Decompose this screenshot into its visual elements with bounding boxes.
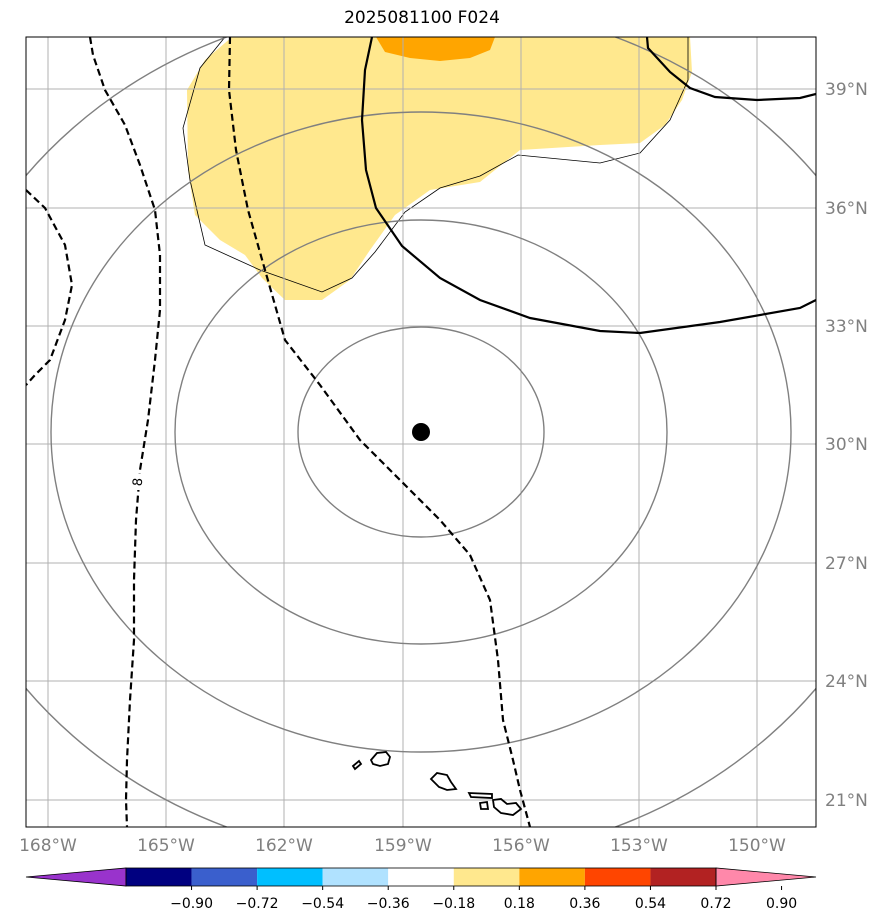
colorbar-segment [388,868,454,886]
lon-label: 165°W [137,836,195,856]
colorbar-tick-label: 0.72 [700,896,731,912]
solid-contour-2 [645,37,816,102]
colorbar-segment [453,868,520,886]
colorbar [25,867,817,887]
solid-contour-1 [360,37,816,335]
lat-labels: 39°N 36°N 33°N 30°N 27°N 24°N 21°N [825,80,868,811]
range-rings [26,37,816,827]
lon-labels: 168°W 165°W 162°W 159°W 156°W 153°W 150°… [19,836,786,856]
island-kauai [369,751,391,767]
shaded-region-strong [376,37,495,61]
dashed-contours [26,37,532,827]
colorbar-tick-label: −0.18 [432,896,475,912]
colorbar-tick-label: −0.72 [236,896,279,912]
colorbar-segment [322,868,389,886]
range-ring-2 [174,219,668,645]
lat-label: 36°N [825,199,868,219]
island-maui [491,798,523,816]
contour-label: 8 [131,477,147,487]
colorbar-tick-label: 0.90 [766,896,797,912]
range-ring-1 [297,326,545,538]
colorbar-tick-label: −0.36 [367,896,410,912]
island-lanai [478,800,490,810]
colorbar-segment [519,868,585,886]
colorbar-segment [257,868,323,886]
center-marker [412,423,430,441]
colorbar-frame [125,867,717,887]
lon-label: 162°W [255,836,313,856]
lat-label: 24°N [825,672,868,692]
shaded-outline [182,37,689,293]
lon-label: 159°W [374,836,432,856]
colorbar-segment [191,868,258,886]
plot-frame [25,36,817,828]
lon-label: 168°W [19,836,77,856]
shaded-region [187,37,692,300]
island-oahu [429,772,458,791]
lon-label: 156°W [492,836,550,856]
dashed-contour-1 [88,37,162,827]
lat-label: 27°N [825,554,868,574]
colorbar-tick-label: −0.54 [301,896,344,912]
colorbar-tick-label: 0.54 [635,896,666,912]
colorbar-segment [650,868,716,886]
lat-label: 30°N [825,435,868,455]
colorbar-segment [126,868,192,886]
dashed-contour-2 [227,37,532,827]
colorbar-segment [584,868,651,886]
lon-label: 153°W [610,836,668,856]
lon-label: 150°W [728,836,786,856]
colorbar-extension-low [25,867,127,887]
colorbar-tick-label: 0.36 [569,896,600,912]
lat-label: 21°N [825,791,868,811]
dashed-contour-3 [26,189,74,386]
lat-label: 33°N [825,317,868,337]
colorbar-labels: −0.90 −0.72 −0.54 −0.36 −0.18 0.18 0.36 0.54 0.7… [170,886,797,912]
colorbar-tick-label: −0.90 [170,896,213,912]
lat-label: 39°N [825,80,868,100]
island-niihau [351,759,363,771]
island-molokai [467,792,493,799]
range-ring-3 [50,111,792,753]
colorbar-extension-high [715,867,817,887]
colorbar-tick-label: 0.18 [504,896,535,912]
map-title: 2025081100 F024 [344,8,500,28]
hawaii-coastlines [351,751,523,816]
